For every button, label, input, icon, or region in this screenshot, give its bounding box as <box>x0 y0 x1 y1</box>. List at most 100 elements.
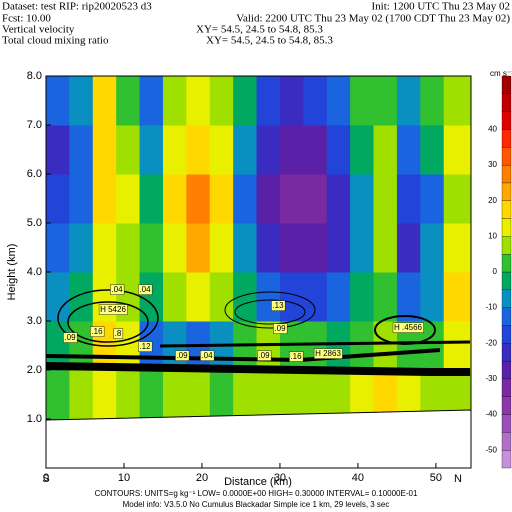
contour-label: .12 <box>139 342 151 351</box>
colorbar-swatch <box>501 414 512 433</box>
label-box <box>271 300 286 311</box>
colorbar-swatch <box>501 343 512 362</box>
cell <box>396 76 421 126</box>
colorbar-swatch <box>501 93 512 112</box>
contour-label: .04 <box>201 351 213 360</box>
cell <box>420 321 445 371</box>
cell <box>443 223 472 273</box>
contour-label: .8 <box>115 329 122 338</box>
cell <box>373 370 398 420</box>
cell <box>396 223 421 273</box>
contour-label: H 2863 <box>315 349 341 358</box>
cell <box>303 223 328 273</box>
contour-label: .16 <box>290 352 302 361</box>
cell <box>443 272 472 322</box>
cell <box>326 272 351 322</box>
cell <box>69 272 94 322</box>
cell <box>350 174 375 224</box>
colorbar-tick-label: 0 <box>493 267 498 276</box>
cell <box>209 174 234 224</box>
colorbar-swatch <box>501 182 512 201</box>
cell <box>443 321 472 371</box>
cell <box>373 76 398 126</box>
cell <box>116 223 141 273</box>
colorbar-swatch <box>501 254 512 273</box>
cell <box>443 76 472 126</box>
cell <box>420 370 445 420</box>
cell <box>186 174 211 224</box>
cell <box>420 125 445 175</box>
cell <box>303 174 328 224</box>
header-dataset: Dataset: test RIP: rip20020523 d3 <box>2 1 152 13</box>
header-xy: XY= 54.5, 24.5 to 54.8, 85.3 <box>206 35 333 47</box>
cell <box>256 272 281 322</box>
cell <box>116 125 141 175</box>
colorbar-swatch <box>501 325 512 344</box>
cell <box>209 76 234 126</box>
footer: CONTOURS: UNITS=g kg⁻¹ LOW= 0.0000E+00 H… <box>95 489 418 498</box>
y-tick-label: 5.0 <box>27 217 42 229</box>
header-valid: Valid: 2200 UTC Thu 23 May 02 (1700 CDT … <box>236 13 510 25</box>
terrain <box>45 409 472 469</box>
cell <box>350 321 375 371</box>
footer: Model info: V3.5.0 No Cumulus Blackadar … <box>123 500 390 509</box>
cell <box>279 223 304 273</box>
cell <box>209 272 234 322</box>
cell <box>69 223 94 273</box>
contour <box>234 299 306 325</box>
colorbar-swatch <box>501 307 512 326</box>
x-tick-label: 20 <box>196 472 208 484</box>
cell <box>326 76 351 126</box>
cell <box>443 125 472 175</box>
label-box <box>98 304 128 315</box>
label-box <box>113 328 124 339</box>
colorbar-tick-label: 30 <box>488 160 497 169</box>
colorbar-swatch <box>501 75 512 94</box>
colorbar-swatch <box>501 271 512 290</box>
cell <box>350 76 375 126</box>
y-tick-label: 3.0 <box>27 315 42 327</box>
contour <box>67 301 149 343</box>
cell <box>116 76 141 126</box>
cell <box>350 223 375 273</box>
cell <box>396 272 421 322</box>
colorbar-swatch <box>501 396 512 415</box>
colorbar-swatch <box>501 289 512 308</box>
contour-label: .04 <box>139 285 151 294</box>
cell <box>256 223 281 273</box>
cell <box>279 174 304 224</box>
cell <box>92 223 117 273</box>
cell <box>420 76 445 126</box>
header-init: Init: 1200 UTC Thu 23 May 02 <box>371 1 510 13</box>
contour-label: .09 <box>176 351 188 360</box>
cell <box>162 370 187 420</box>
cell <box>303 125 328 175</box>
label-box <box>200 350 215 361</box>
colorbar-tick-label: 10 <box>488 231 497 240</box>
x-tick-label: 50 <box>430 472 442 484</box>
cell <box>326 370 351 420</box>
field <box>46 76 472 420</box>
cell <box>233 76 258 126</box>
contour-label: H 5426 <box>100 305 126 314</box>
cell <box>303 370 328 420</box>
cell <box>396 321 421 371</box>
cell <box>326 321 351 371</box>
cell <box>162 223 187 273</box>
colorbar-swatch <box>501 164 512 184</box>
cell <box>46 223 70 273</box>
colorbar-swatch <box>501 378 512 397</box>
cell <box>279 125 304 175</box>
cell <box>186 125 211 175</box>
cell <box>256 370 281 420</box>
cell <box>162 174 187 224</box>
cell <box>139 174 164 224</box>
colorbar-tick-label: -40 <box>485 410 497 419</box>
label-box <box>313 348 343 359</box>
cell <box>256 125 281 175</box>
cell <box>162 76 187 126</box>
cell <box>233 223 258 273</box>
colorbar-swatch <box>501 129 512 148</box>
colorbar-tick-label: -10 <box>485 303 497 312</box>
contour-label: .13 <box>272 301 284 310</box>
